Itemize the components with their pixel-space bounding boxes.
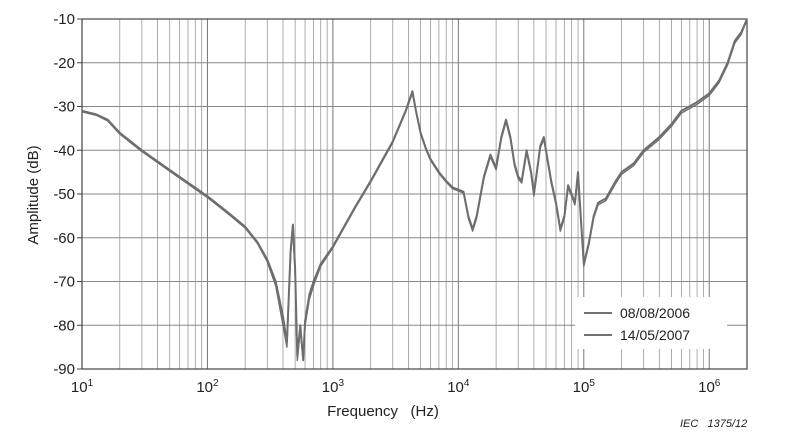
y-tick-label: -30: [53, 99, 75, 116]
series-line-2: [81, 19, 748, 361]
y-tick-label: -90: [53, 361, 75, 378]
y-tick-label: -60: [53, 230, 75, 247]
y-tick-label: -70: [53, 274, 75, 291]
y-tick-labels: -10 -20 -30 -40 -50 -60 -70 -80 -90: [53, 11, 82, 378]
y-tick-label: -80: [53, 317, 75, 334]
legend-label-1: 08/08/2006: [620, 305, 690, 321]
x-tick-label: 103: [322, 378, 345, 396]
figure-credit: IEC 1375/12: [680, 418, 747, 430]
series-lines: [81, 18, 748, 362]
legend-label-2: 14/05/2007: [620, 327, 690, 343]
x-axis-label: Frequency (Hz): [327, 403, 439, 420]
y-tick-label: -50: [53, 186, 75, 203]
y-tick-label: -10: [53, 11, 75, 28]
x-tick-label: 104: [447, 378, 470, 396]
y-tick-label: -20: [53, 55, 75, 72]
y-tick-label: -40: [53, 142, 75, 159]
y-axis-label: Amplitude (dB): [25, 145, 42, 244]
x-tick-label: 102: [196, 378, 219, 396]
x-tick-label: 106: [698, 378, 721, 396]
x-tick-label: 105: [573, 378, 596, 396]
legend-box: [575, 297, 727, 349]
x-tick-label: 101: [71, 378, 94, 396]
legend: 08/08/2006 14/05/2007: [575, 297, 727, 349]
x-tick-labels: 101 102 103 104 105 106: [71, 378, 721, 396]
